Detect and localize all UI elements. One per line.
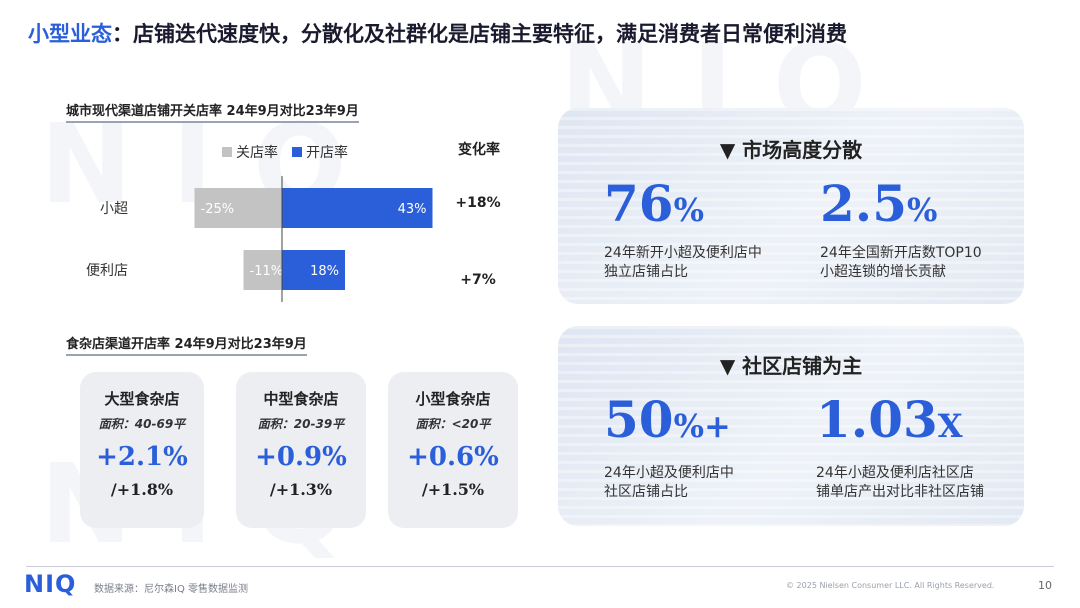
stat-desc-line: 小超连锁的增长贡献 bbox=[820, 264, 946, 280]
card-prev-value: /+1.3% bbox=[269, 480, 333, 499]
stat-unit: % bbox=[673, 191, 704, 229]
card-area: 面积：20-39平 bbox=[257, 417, 345, 431]
stat-number: 2.5 bbox=[820, 174, 907, 233]
copyright: © 2025 Nielsen Consumer LLC. All Rights … bbox=[786, 581, 995, 590]
stat-unit: X bbox=[937, 407, 963, 445]
stat-desc-line: 社区店铺占比 bbox=[604, 484, 688, 500]
legend-swatch-close bbox=[222, 147, 232, 157]
stat-community-share: 50%+ bbox=[604, 390, 731, 449]
data-label-open: 18% bbox=[310, 264, 339, 279]
legend-label-open: 开店率 bbox=[306, 145, 348, 161]
change-rate-value: +7% bbox=[460, 272, 496, 288]
data-label-close: -11% bbox=[250, 264, 284, 279]
stat-top10-contribution: 2.5% bbox=[820, 174, 937, 233]
page-number: 10 bbox=[1038, 579, 1052, 592]
bar-open-rate bbox=[282, 250, 345, 290]
store-rate-chart: 小超 -25% 43% +18% 便利店 -11% 18% +7% bbox=[86, 176, 501, 302]
footer-divider bbox=[26, 566, 1054, 567]
stat-description: 24年小超及便利店社区店 铺单店产出对比非社区店铺 bbox=[816, 464, 1016, 502]
panel-heading: ▼ 社区店铺为主 bbox=[719, 354, 863, 378]
panel-background bbox=[558, 326, 1024, 526]
card-name: 大型食杂店 bbox=[104, 390, 180, 408]
card-medium-grocery: 中型食杂店 面积：20-39平 +0.9% /+1.3% bbox=[236, 372, 366, 528]
stat-number: 76 bbox=[604, 174, 674, 233]
stat-desc-line: 24年全国新开店数TOP10 bbox=[820, 245, 982, 261]
data-label-close: -25% bbox=[201, 202, 235, 217]
legend-item-open: 开店率 bbox=[292, 142, 348, 162]
stat-unit: %+ bbox=[673, 407, 731, 445]
stat-description: 24年全国新开店数TOP10 小超连锁的增长贡献 bbox=[820, 244, 1020, 282]
legend-item-close: 关店率 bbox=[222, 142, 278, 162]
change-rate-value: +18% bbox=[455, 195, 500, 211]
card-value: +0.6% bbox=[407, 442, 499, 472]
stat-output-ratio: 1.03X bbox=[816, 390, 963, 449]
card-small-grocery: 小型食杂店 面积：<20平 +0.6% /+1.5% bbox=[388, 372, 518, 528]
card-large-grocery: 大型食杂店 面积：40-69平 +2.1% /+1.8% bbox=[80, 372, 204, 528]
card-prev-value: /+1.8% bbox=[110, 480, 174, 499]
category-label: 小超 bbox=[100, 201, 128, 217]
stat-desc-line: 铺单店产出对比非社区店铺 bbox=[816, 484, 984, 500]
page-title-accent: 小型业态 bbox=[28, 22, 112, 46]
stat-number: 1.03 bbox=[816, 390, 938, 449]
panel-market-dispersion: ▼ 市场高度分散 76% 24年新开小超及便利店中 独立店铺占比 2.5% 24年… bbox=[558, 108, 1024, 304]
stat-number: 50 bbox=[604, 390, 674, 449]
stat-desc-line: 24年小超及便利店中 bbox=[604, 465, 734, 481]
stat-unit: % bbox=[907, 191, 938, 229]
data-label-open: 43% bbox=[398, 202, 427, 217]
change-rate-header: 变化率 bbox=[458, 142, 500, 158]
card-value: +2.1% bbox=[96, 442, 188, 472]
card-value: +0.9% bbox=[255, 442, 347, 472]
niq-logo: NIQ bbox=[24, 570, 77, 598]
legend-label-close: 关店率 bbox=[236, 145, 278, 161]
card-area: 面积：40-69平 bbox=[98, 417, 186, 431]
stat-desc-line: 24年小超及便利店社区店 bbox=[816, 465, 974, 481]
stat-desc-line: 24年新开小超及便利店中 bbox=[604, 245, 762, 261]
chart-legend: 关店率 开店率 bbox=[222, 142, 348, 162]
stat-desc-line: 独立店铺占比 bbox=[604, 264, 688, 280]
bar-close-rate bbox=[243, 250, 282, 290]
bar-open-rate bbox=[282, 188, 433, 228]
card-prev-value: /+1.5% bbox=[421, 480, 485, 499]
page-title-rest: ：店铺迭代速度快，分散化及社群化是店铺主要特征，满足消费者日常便利消费 bbox=[112, 22, 847, 46]
legend-swatch-open bbox=[292, 147, 302, 157]
stat-independent-share: 76% bbox=[604, 174, 704, 233]
stat-description: 24年小超及便利店中 社区店铺占比 bbox=[604, 464, 814, 502]
section-label-grocery: 食杂店渠道开店率 24年9月对比23年9月 bbox=[66, 333, 307, 356]
panel-heading: ▼ 市场高度分散 bbox=[719, 138, 863, 162]
panel-background bbox=[558, 108, 1024, 304]
card-name: 中型食杂店 bbox=[263, 390, 339, 408]
panel-community-stores: ▼ 社区店铺为主 50%+ 24年小超及便利店中 社区店铺占比 1.03X 24年… bbox=[558, 326, 1024, 526]
data-source: 数据来源：尼尔森IQ 零售数据监测 bbox=[94, 584, 248, 595]
page-title: 小型业态：店铺迭代速度快，分散化及社群化是店铺主要特征，满足消费者日常便利消费 bbox=[28, 18, 847, 48]
bar-close-rate bbox=[194, 188, 282, 228]
stat-description: 24年新开小超及便利店中 独立店铺占比 bbox=[604, 244, 814, 282]
card-area: 面积：<20平 bbox=[415, 417, 491, 431]
card-name: 小型食杂店 bbox=[415, 390, 491, 408]
category-label: 便利店 bbox=[86, 263, 128, 279]
section-label-store-rates: 城市现代渠道店铺开关店率 24年9月对比23年9月 bbox=[66, 100, 359, 123]
